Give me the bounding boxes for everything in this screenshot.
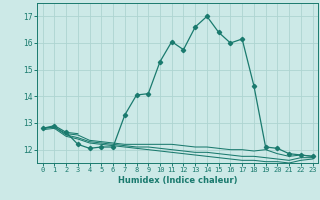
X-axis label: Humidex (Indice chaleur): Humidex (Indice chaleur) (118, 176, 237, 185)
